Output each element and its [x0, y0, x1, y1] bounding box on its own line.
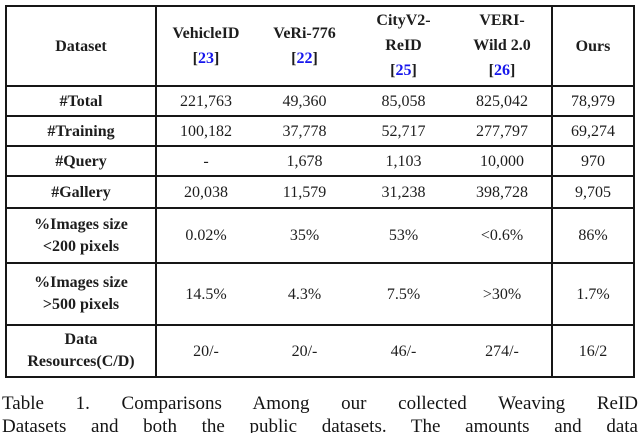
row-label-images-lt200: %Images size <200 pixels [6, 208, 157, 264]
cell-training-ours: 69,274 [552, 116, 634, 147]
table-caption: Table 1. Comparisons Among our collected… [0, 392, 640, 433]
column-header-cityv2-label-line2: ReID [385, 37, 422, 54]
cell-total-ours: 78,979 [552, 86, 634, 117]
column-header-veri776-label: VeRi-776 [273, 24, 336, 42]
citation-link-22[interactable]: [22] [291, 49, 318, 67]
cell-total-veriwild: 825,042 [453, 86, 553, 117]
column-header-vehicleid-label: VehicleID [172, 24, 240, 42]
table-caption-line2: Datasets and both the public datasets. T… [2, 416, 638, 433]
table-row-training: #Training 100,182 37,778 52,717 277,797 … [6, 116, 634, 147]
cell-training-vehicleid: 100,182 [156, 116, 255, 147]
cell-query-veriwild: 10,000 [453, 146, 553, 177]
cell-gallery-cityv2: 31,238 [354, 176, 453, 209]
row-label-data-resources: Data Resources(C/D) [6, 325, 157, 378]
row-label-training: #Training [6, 116, 157, 147]
cell-training-cityv2: 52,717 [354, 116, 453, 147]
cell-total-veri776: 49,360 [255, 86, 354, 117]
row-label-total: #Total [6, 86, 157, 117]
dataset-comparison-table: Dataset VehicleID [23] VeRi-776 [22] Cit… [5, 5, 635, 378]
column-header-cityv2-label-line1: CityV2- [376, 12, 431, 29]
cell-lt200-veriwild: <0.6% [453, 208, 553, 264]
cell-gt500-vehicleid: 14.5% [156, 263, 255, 326]
cell-query-veri776: 1,678 [255, 146, 354, 177]
cell-lt200-cityv2: 53% [354, 208, 453, 264]
cell-total-cityv2: 85,058 [354, 86, 453, 117]
table-row-data-resources: Data Resources(C/D) 20/- 20/- 46/- 274/-… [6, 325, 634, 378]
cell-query-ours: 970 [552, 146, 634, 177]
table-row-images-lt200: %Images size <200 pixels 0.02% 35% 53% <… [6, 208, 634, 264]
column-header-cityv2-reid: CityV2- ReID [25] [354, 6, 453, 87]
column-header-veriwild-label-line1: VERI- [479, 12, 525, 29]
cell-resources-veri776: 20/- [255, 325, 354, 378]
cell-resources-veriwild: 274/- [453, 325, 553, 378]
row-label-images-gt500: %Images size >500 pixels [6, 263, 157, 326]
column-header-dataset: Dataset [6, 6, 157, 87]
cell-resources-vehicleid: 20/- [156, 325, 255, 378]
cell-gallery-vehicleid: 20,038 [156, 176, 255, 209]
table-row-query: #Query - 1,678 1,103 10,000 970 [6, 146, 634, 177]
cell-query-vehicleid: - [156, 146, 255, 177]
table-header-row: Dataset VehicleID [23] VeRi-776 [22] Cit… [6, 6, 634, 87]
table-row-images-gt500: %Images size >500 pixels 14.5% 4.3% 7.5%… [6, 263, 634, 326]
column-header-veri-wild: VERI- Wild 2.0 [26] [453, 6, 553, 87]
column-header-veri776: VeRi-776 [22] [255, 6, 354, 87]
cell-gallery-veri776: 11,579 [255, 176, 354, 209]
column-header-vehicleid: VehicleID [23] [156, 6, 255, 87]
table-row-total: #Total 221,763 49,360 85,058 825,042 78,… [6, 86, 634, 117]
cell-training-veri776: 37,778 [255, 116, 354, 147]
cell-training-veriwild: 277,797 [453, 116, 553, 147]
dataset-comparison-table-wrapper: Dataset VehicleID [23] VeRi-776 [22] Cit… [5, 5, 635, 378]
cell-gt500-cityv2: 7.5% [354, 263, 453, 326]
column-header-veriwild-label-line2: Wild 2.0 [473, 37, 531, 54]
cell-gt500-ours: 1.7% [552, 263, 634, 326]
cell-lt200-vehicleid: 0.02% [156, 208, 255, 264]
cell-gt500-veri776: 4.3% [255, 263, 354, 326]
cell-resources-cityv2: 46/- [354, 325, 453, 378]
cell-query-cityv2: 1,103 [354, 146, 453, 177]
cell-total-vehicleid: 221,763 [156, 86, 255, 117]
cell-gallery-ours: 9,705 [552, 176, 634, 209]
citation-link-25[interactable]: [25] [390, 62, 417, 79]
row-label-gallery: #Gallery [6, 176, 157, 209]
column-header-ours: Ours [552, 6, 634, 87]
row-label-query: #Query [6, 146, 157, 177]
cell-gt500-veriwild: >30% [453, 263, 553, 326]
citation-link-26[interactable]: [26] [488, 62, 516, 79]
table-caption-line1: Table 1. Comparisons Among our collected… [2, 393, 638, 414]
cell-lt200-ours: 86% [552, 208, 634, 264]
cell-gallery-veriwild: 398,728 [453, 176, 553, 209]
cell-resources-ours: 16/2 [552, 325, 634, 378]
table-row-gallery: #Gallery 20,038 11,579 31,238 398,728 9,… [6, 176, 634, 209]
cell-lt200-veri776: 35% [255, 208, 354, 264]
citation-link-23[interactable]: [23] [192, 49, 220, 67]
